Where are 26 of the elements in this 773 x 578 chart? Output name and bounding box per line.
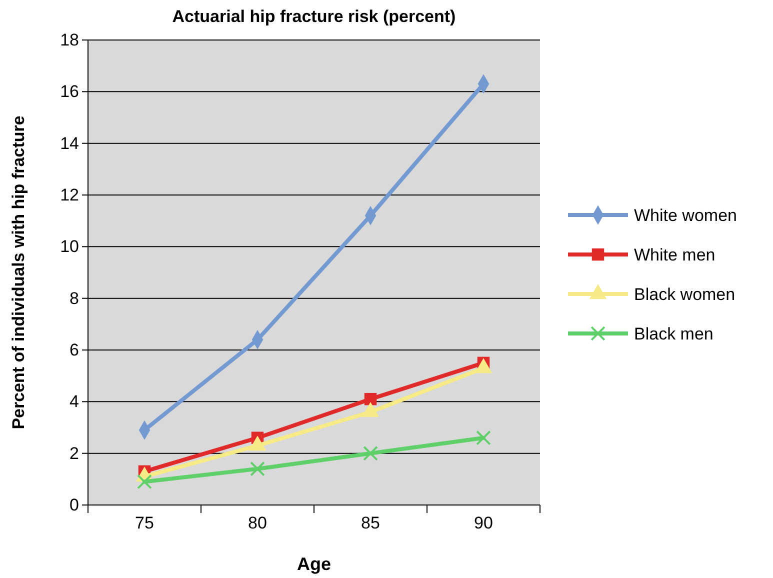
- chart-title: Actuarial hip fracture risk (percent): [172, 7, 456, 26]
- legend-label: Black men: [634, 324, 714, 344]
- point: [476, 430, 491, 446]
- y-tick-label: 14: [60, 134, 79, 153]
- x-tick-label: 75: [135, 513, 154, 532]
- y-axis-title: Percent of individuals with hip fracture: [9, 116, 28, 430]
- point: [363, 446, 378, 461]
- y-tick-label: 12: [60, 185, 79, 204]
- x-axis-title: Age: [296, 554, 332, 574]
- y-tick-label: 10: [60, 237, 79, 256]
- point: [250, 461, 265, 476]
- x-tick-label: 80: [248, 513, 267, 532]
- legend-label: White men: [634, 246, 716, 264]
- y-tick-label: 8: [70, 288, 79, 308]
- legend-label: White women: [634, 206, 737, 225]
- x-tick-label: 85: [361, 513, 380, 532]
- y-tick-label: 2: [70, 444, 79, 463]
- point: [137, 474, 152, 490]
- legend-label: Black women: [634, 285, 736, 304]
- y-tick-label: 18: [60, 30, 79, 50]
- point: [364, 392, 377, 406]
- y-tick-label: 0: [70, 495, 79, 514]
- y-tick-label: 16: [60, 82, 79, 102]
- y-tick-label: 4: [70, 392, 79, 412]
- y-tick-label: 6: [70, 340, 79, 360]
- x-tick-label: 90: [474, 513, 493, 532]
